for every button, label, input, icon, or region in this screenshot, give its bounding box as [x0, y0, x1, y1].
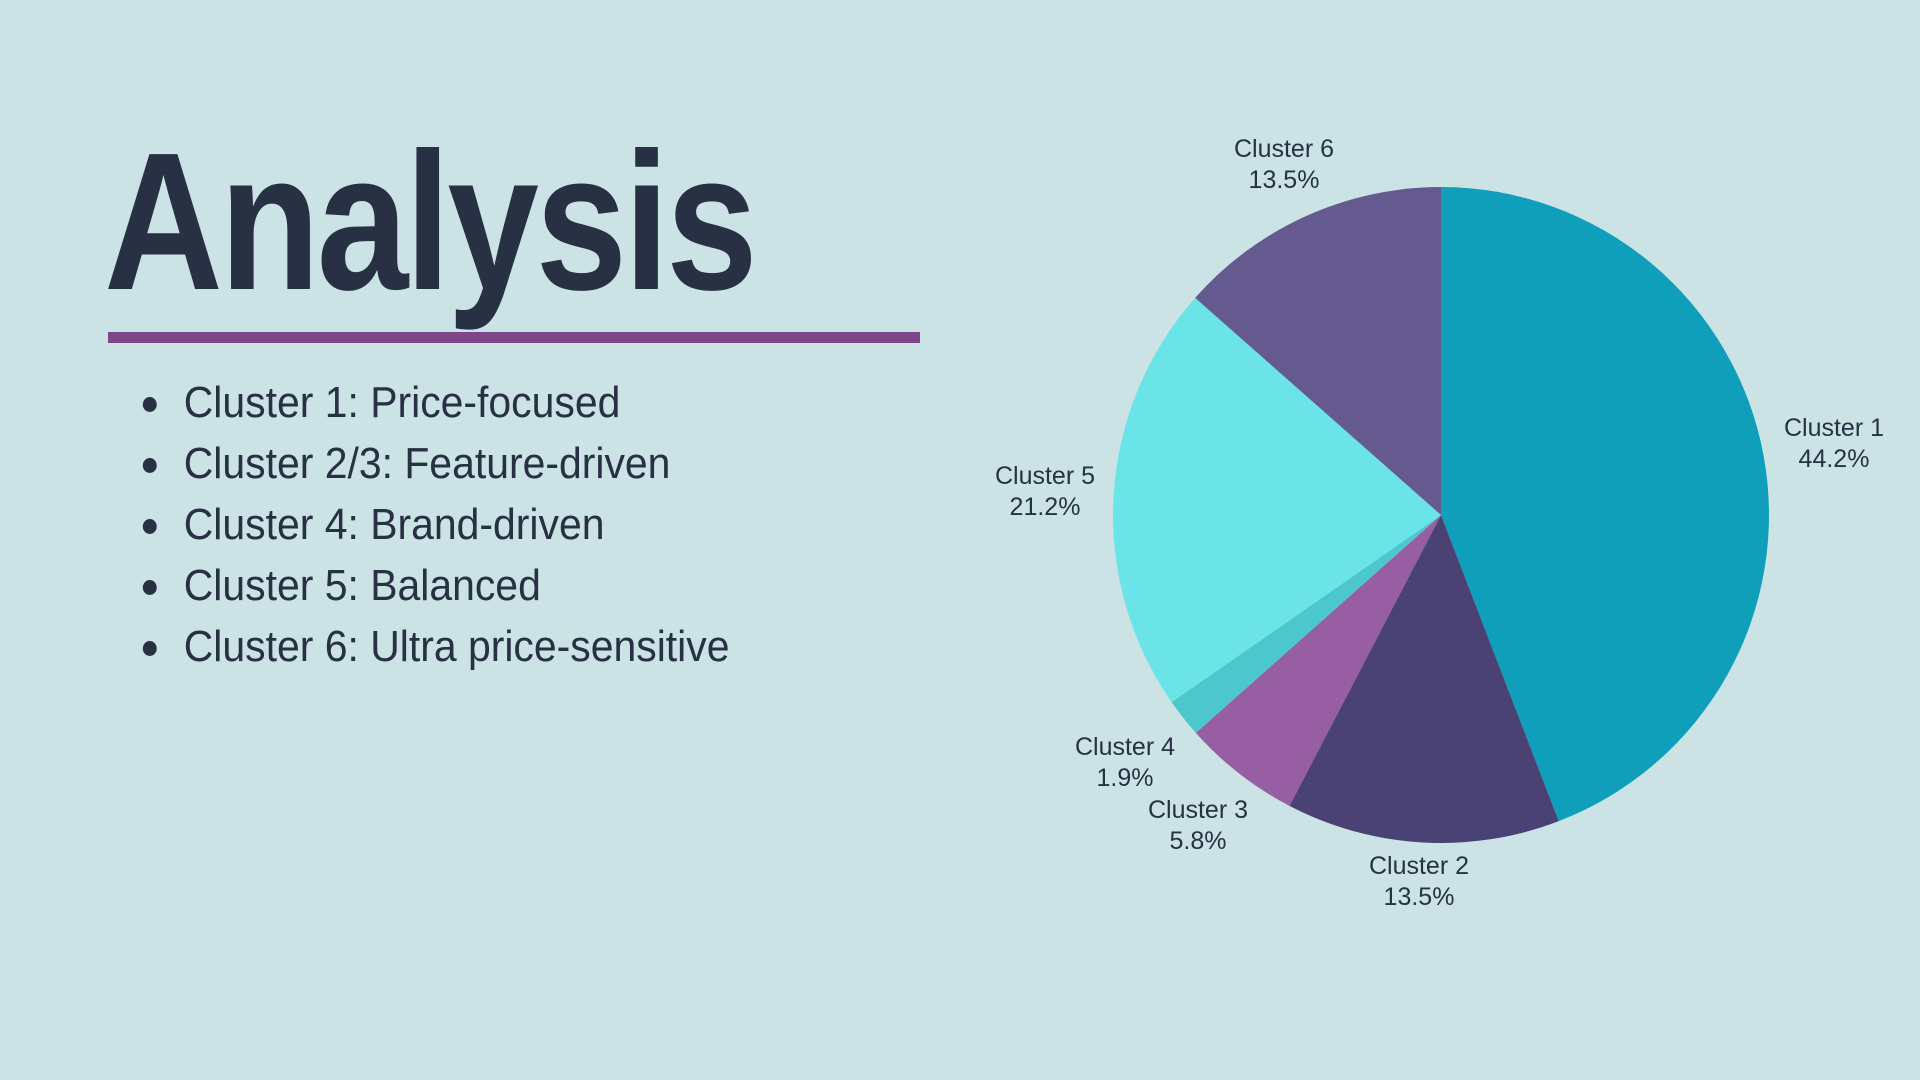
bullet-item: Cluster 2/3: Feature-driven: [140, 433, 729, 494]
pie-label-name: Cluster 1: [1783, 414, 1885, 442]
pie-label-cluster-6: Cluster 6 13.5%: [1234, 134, 1334, 196]
bullet-text: Cluster 6: Ultra price-sensitive: [183, 622, 730, 671]
pie-label-name: Cluster 4: [1074, 733, 1176, 761]
pie-label-name: Cluster 2: [1368, 852, 1470, 880]
bullet-text: Cluster 2/3: Feature-driven: [183, 439, 671, 488]
pie-slice-cluster-4: [1171, 515, 1441, 733]
pie-label-value: 1.9%: [1096, 764, 1154, 792]
pie-label-cluster-1: Cluster 1 44.2%: [1784, 413, 1884, 475]
pie-label-value: 44.2%: [1798, 445, 1870, 473]
pie-label-cluster-5: Cluster 5 21.2%: [995, 461, 1095, 523]
pie-label-cluster-4: Cluster 4 1.9%: [1075, 732, 1175, 794]
pie-label-value: 13.5%: [1248, 166, 1320, 194]
pie-slice-cluster-5: [1113, 297, 1441, 703]
pie-label-name: Cluster 6: [1233, 135, 1335, 163]
pie-slice-cluster-1: [1441, 187, 1769, 822]
bullet-text: Cluster 1: Price-focused: [183, 378, 621, 427]
bullet-icon: [142, 519, 157, 534]
title-underline: [108, 332, 920, 343]
bullet-item: Cluster 6: Ultra price-sensitive: [140, 616, 729, 677]
pie-label-value: 21.2%: [1009, 493, 1081, 521]
pie-label-value: 13.5%: [1383, 883, 1455, 911]
bullet-icon: [142, 580, 157, 595]
bullet-icon: [142, 397, 157, 412]
bullet-text: Cluster 5: Balanced: [183, 561, 541, 610]
pie-label-cluster-2: Cluster 2 13.5%: [1369, 851, 1469, 913]
pie-slice-cluster-3: [1195, 515, 1441, 806]
bullet-list: Cluster 1: Price-focused Cluster 2/3: Fe…: [140, 372, 774, 677]
bullet-item: Cluster 4: Brand-driven: [140, 494, 729, 555]
pie-slice-cluster-2: [1289, 515, 1559, 843]
pie-label-name: Cluster 3: [1147, 796, 1249, 824]
pie-label-name: Cluster 5: [994, 462, 1096, 490]
bullet-item: Cluster 1: Price-focused: [140, 372, 729, 433]
bullet-icon: [142, 458, 157, 473]
pie-label-value: 5.8%: [1169, 827, 1227, 855]
bullet-item: Cluster 5: Balanced: [140, 555, 729, 616]
pie-label-cluster-3: Cluster 3 5.8%: [1148, 795, 1248, 857]
pie-slice-cluster-6: [1195, 187, 1441, 515]
bullet-icon: [142, 641, 157, 656]
bullet-text: Cluster 4: Brand-driven: [183, 500, 605, 549]
page-title: Analysis: [104, 112, 758, 331]
